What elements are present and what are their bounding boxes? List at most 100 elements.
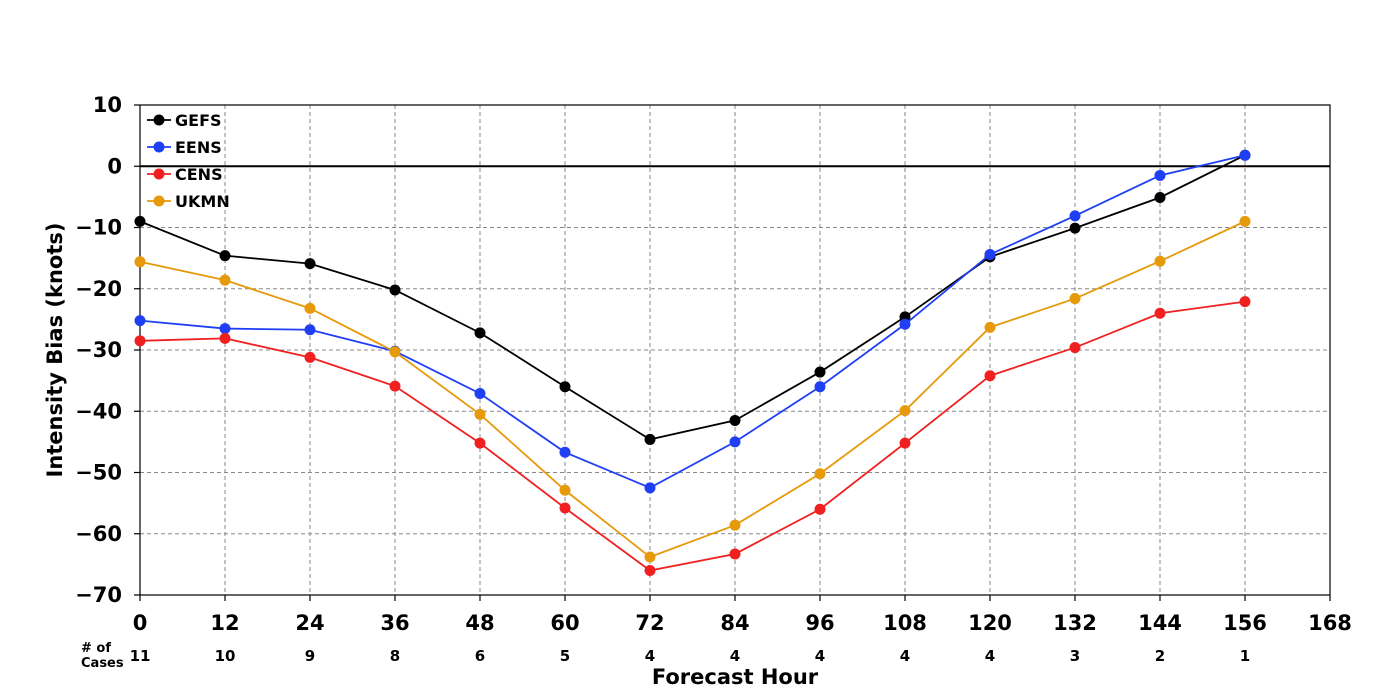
cases-count: 4 [645,647,655,665]
legend: GEFS EENS CENS UKMN [147,111,230,211]
data-point-gefs [134,215,146,227]
cases-count: 4 [900,647,910,665]
data-point-ukmn [814,468,826,480]
data-point-ukmn [134,256,146,268]
data-point-gefs [559,381,571,393]
x-axis-ticks: 0 12 24 36 48 60 72 84 96 108 120 132 144 156 168 [133,595,1352,635]
data-point-eens [559,446,571,458]
legend-marker-gefs [153,114,165,126]
cases-row: 11 10 9 8 6 5 4 4 4 4 4 3 2 1 [130,647,1251,665]
legend-label-gefs: GEFS [175,111,222,130]
data-point-cens [389,380,401,392]
data-point-cens [219,332,231,344]
data-point-ukmn [984,321,996,333]
cases-count: 4 [985,647,995,665]
data-point-ukmn [559,484,571,496]
cases-count: 4 [730,647,740,665]
data-point-ukmn [644,551,656,563]
cases-count: 5 [560,647,570,665]
cases-count: 4 [815,647,825,665]
y-tick-label: 10 [93,93,122,117]
data-point-gefs [219,250,231,262]
legend-marker-cens [153,168,165,180]
data-point-gefs [304,258,316,270]
data-point-eens [644,482,656,494]
legend-label-cens: CENS [175,165,223,184]
x-tick-label: 36 [380,611,409,635]
cases-count: 1 [1240,647,1250,665]
y-tick-label: −10 [75,216,122,240]
data-point-cens [474,437,486,449]
y-tick-label: −20 [75,277,122,301]
cases-label-line-2: Cases [81,656,124,671]
series-line-cens [139,300,1246,572]
data-point-ukmn [1069,293,1081,305]
data-point-ukmn [474,408,486,420]
x-tick-label: 132 [1053,611,1097,635]
data-point-cens [644,565,656,576]
cases-count: 6 [475,647,485,665]
cases-count: 8 [390,647,400,665]
data-point-ukmn [1239,215,1251,227]
data-point-eens [984,248,996,260]
data-point-eens [134,315,146,327]
data-point-gefs [474,327,486,339]
data-point-eens [304,324,316,336]
y-tick-label: −40 [75,399,122,423]
data-point-ukmn [899,405,911,417]
x-tick-label: 84 [720,611,749,635]
series-line-eens [139,154,1246,489]
data-point-cens [899,437,911,449]
cases-count: 11 [130,647,151,665]
data-point-gefs [814,366,826,378]
data-point-gefs [729,414,741,426]
data-point-eens [1239,149,1251,161]
data-point-eens [474,387,486,399]
x-tick-label: 168 [1308,611,1352,635]
data-point-eens [899,318,911,330]
cases-count: 2 [1155,647,1165,665]
data-point-cens [814,503,826,515]
x-tick-label: 108 [883,611,927,635]
x-tick-label: 12 [210,611,239,635]
x-tick-label: 24 [295,611,324,635]
data-point-ukmn [729,519,741,531]
data-point-cens [729,548,741,560]
y-tick-label: −30 [75,338,122,362]
cases-label-line-1: # of [81,641,111,656]
cases-label: # of Cases [81,641,124,671]
data-point-eens [729,436,741,448]
x-tick-label: 0 [133,611,148,635]
x-tick-label: 156 [1223,611,1267,635]
y-axis-label: Intensity Bias (knots) [43,223,67,478]
data-point-gefs [389,284,401,296]
x-tick-label: 144 [1138,611,1182,635]
y-tick-label: −70 [75,583,122,607]
y-tick-label: 0 [107,154,122,178]
data-point-cens [1154,307,1166,319]
series-line-ukmn [139,220,1246,559]
data-point-gefs [644,433,656,445]
legend-marker-eens [153,141,165,153]
legend-marker-ukmn [153,195,165,207]
data-point-eens [219,323,231,335]
data-point-cens [559,502,571,514]
x-axis-label: Forecast Hour [652,665,819,689]
data-point-ukmn [1154,255,1166,267]
x-tick-label: 96 [805,611,834,635]
legend-label-eens: EENS [175,138,222,157]
legend-label-ukmn: UKMN [175,192,230,211]
data-point-cens [984,370,996,382]
series-group [134,149,1251,576]
data-point-gefs [1069,222,1081,234]
x-tick-label: 60 [550,611,579,635]
cases-count: 9 [305,647,315,665]
x-tick-label: 48 [465,611,494,635]
data-point-eens [1069,210,1081,222]
data-point-eens [1154,169,1166,181]
data-point-eens [814,381,826,393]
series-line-gefs [139,154,1246,441]
data-point-cens [1239,296,1251,308]
data-point-cens [134,335,146,347]
